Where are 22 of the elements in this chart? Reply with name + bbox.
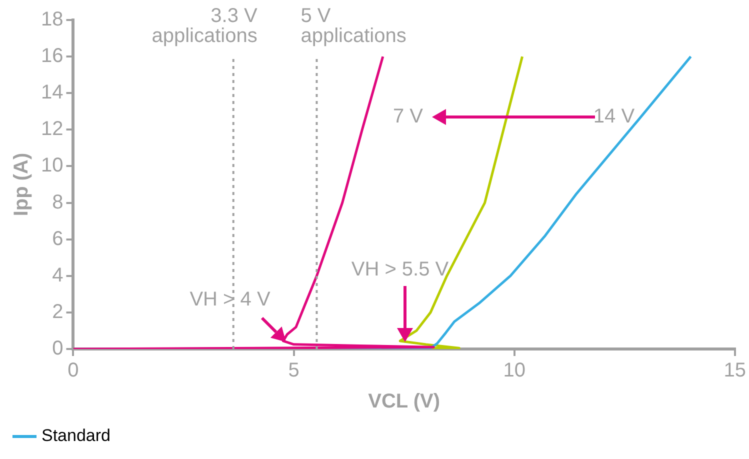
legend-label: Standard [42,426,110,446]
y-tick-label: 14 [40,82,64,104]
y-axis-title: Ipp (A) [10,152,33,216]
y-tick-label: 4 [52,264,64,286]
y-tick-label: 10 [40,154,64,177]
y-tick-label: 12 [40,118,64,140]
x-axis-title: VCL (V) [368,390,440,413]
y-tick-label: 6 [52,228,64,250]
y-tick-label: 18 [40,8,64,31]
y-tick-label: 2 [52,300,64,323]
annotation: VH > 5.5 V [351,258,450,281]
annotation: 7 V [392,106,424,128]
y-tick-label: 8 [52,191,64,214]
x-tick-label: 5 [288,360,300,382]
y-tick-label: 16 [40,45,64,68]
ref-line-label: 3.3 V applications [152,5,258,47]
y-tick-label: 0 [52,338,64,360]
x-tick-label: 0 [68,360,79,382]
x-tick-label: 15 [724,360,746,382]
x-tick-label: 10 [503,360,526,382]
annotation: 14 V [593,106,636,128]
ref-line-label: 5 V applications [300,5,406,47]
